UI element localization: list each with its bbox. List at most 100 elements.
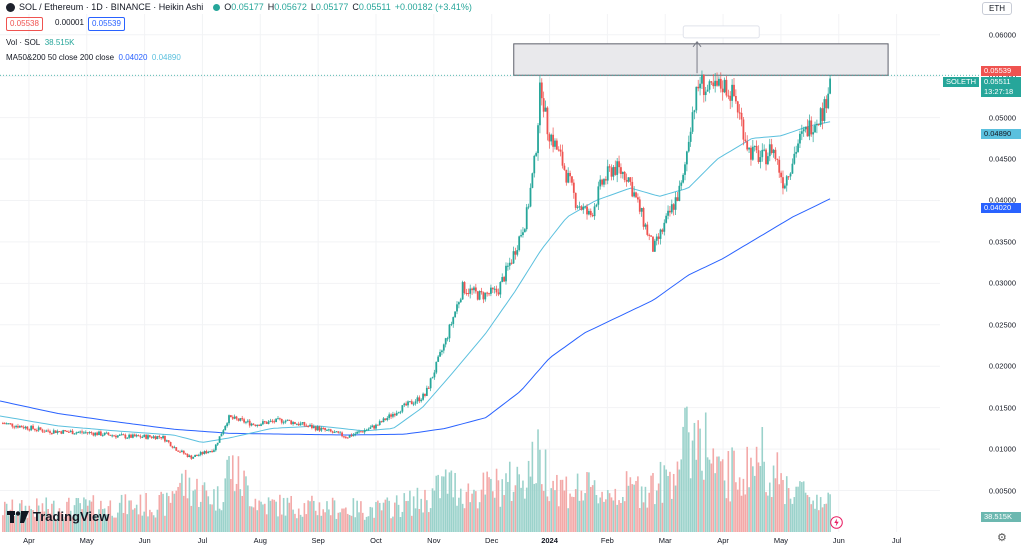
candle-body [776, 158, 779, 160]
candle-body [757, 150, 760, 163]
candle-body [350, 435, 353, 437]
volume-bar [224, 478, 227, 532]
candle-body [636, 197, 639, 200]
volume-bar [237, 456, 240, 532]
candle-body [620, 167, 622, 174]
candle-body [356, 431, 359, 434]
lightning-alert-icon[interactable] [830, 516, 843, 529]
candle-body [66, 431, 68, 433]
settings-gear-icon[interactable]: ⚙ [997, 532, 1007, 544]
volume-bar [68, 497, 70, 532]
candle-body [58, 431, 61, 433]
candle-body [702, 74, 705, 96]
volume-bar [318, 502, 321, 532]
volume-bar [772, 465, 775, 532]
volume-bar [314, 510, 317, 532]
candle-body [226, 423, 229, 427]
candle-body [367, 428, 370, 430]
time-axis-label: Oct [370, 536, 382, 545]
ma-indicator-legend[interactable]: MA50&200 50 close 200 close 0.04020 0.04… [6, 53, 181, 62]
ohlc-open: O0.05177 [224, 2, 264, 12]
candle-body [124, 434, 127, 439]
volume-bar [239, 489, 242, 532]
volume-bar [578, 500, 581, 532]
volume-bar [26, 517, 29, 532]
volume-bar [672, 473, 675, 532]
candle-body [220, 433, 223, 437]
time-axis-label: May [79, 536, 94, 545]
candle-body [691, 112, 694, 132]
candle-body [309, 424, 311, 426]
volume-tag: 38.515K [981, 512, 1021, 522]
volume-bar [296, 518, 298, 532]
volume-bar [665, 469, 667, 532]
candle-body [34, 428, 36, 431]
candle-body [54, 430, 57, 433]
candle-body [816, 123, 818, 126]
tradingview-logo[interactable]: TradingView [7, 509, 109, 524]
ask-price-box[interactable]: 0.05539 [88, 17, 125, 31]
candle-body [90, 432, 93, 434]
volume-bar [697, 420, 699, 532]
volume-bar [444, 469, 447, 532]
volume-bar [192, 490, 195, 532]
candle-body [712, 82, 715, 87]
volume-bar [109, 500, 112, 532]
candle-body [175, 447, 178, 451]
candles [1, 70, 831, 460]
volume-bar [802, 481, 805, 532]
volume-bar [245, 476, 247, 532]
volume-bar [58, 508, 61, 532]
candle-body [659, 229, 662, 239]
candle-body [497, 292, 500, 295]
volume-bar [480, 489, 483, 532]
volume-bar [535, 483, 537, 532]
volume-bar [369, 506, 372, 532]
volume-bar [640, 486, 643, 532]
volume-bar [205, 490, 208, 532]
candle-body [316, 426, 319, 431]
symbol-title[interactable]: SOL / Ethereum · 1D · BINANCE · Heikin A… [19, 2, 204, 12]
candle-body [128, 434, 131, 438]
volume-bar [492, 491, 494, 532]
volume-bar [789, 498, 792, 532]
volume-bar [476, 508, 479, 532]
ma200-value: 0.04890 [151, 53, 181, 62]
candle-body [501, 277, 504, 283]
candle-body [474, 287, 477, 292]
candle-body [408, 401, 411, 403]
volume-bar [207, 496, 210, 532]
candle-body [79, 431, 82, 433]
volume-bar [776, 452, 779, 532]
candle-body [154, 436, 157, 440]
candle-body [452, 317, 455, 324]
candle-body [603, 179, 605, 185]
volume-indicator-legend[interactable]: Vol · SOL 38.515K [6, 38, 75, 47]
volume-bar [507, 481, 509, 532]
candle-body [371, 425, 374, 428]
volume-bars [2, 406, 831, 532]
volume-bar [752, 466, 754, 532]
volume-bar [625, 471, 628, 532]
candle-body [260, 424, 262, 426]
candle-body [469, 288, 472, 294]
volume-bar [529, 476, 532, 532]
volume-bar [346, 513, 349, 532]
volume-bar [235, 483, 238, 532]
volume-bar [667, 475, 669, 532]
candle-body [305, 425, 308, 427]
volume-bar [580, 490, 583, 532]
volume-bar [414, 508, 417, 532]
candle-body [435, 361, 438, 373]
candle-body [523, 229, 526, 233]
currency-button[interactable]: ETH [982, 2, 1012, 15]
volume-bar [162, 493, 164, 532]
volume-bar [437, 474, 439, 532]
candle-body [20, 425, 23, 428]
candle-body [184, 453, 187, 455]
volume-bar [490, 478, 492, 532]
bid-price-box[interactable]: 0.05538 [6, 17, 43, 31]
candle-body [375, 424, 377, 429]
volume-indicator-label: Vol · SOL [6, 38, 41, 47]
